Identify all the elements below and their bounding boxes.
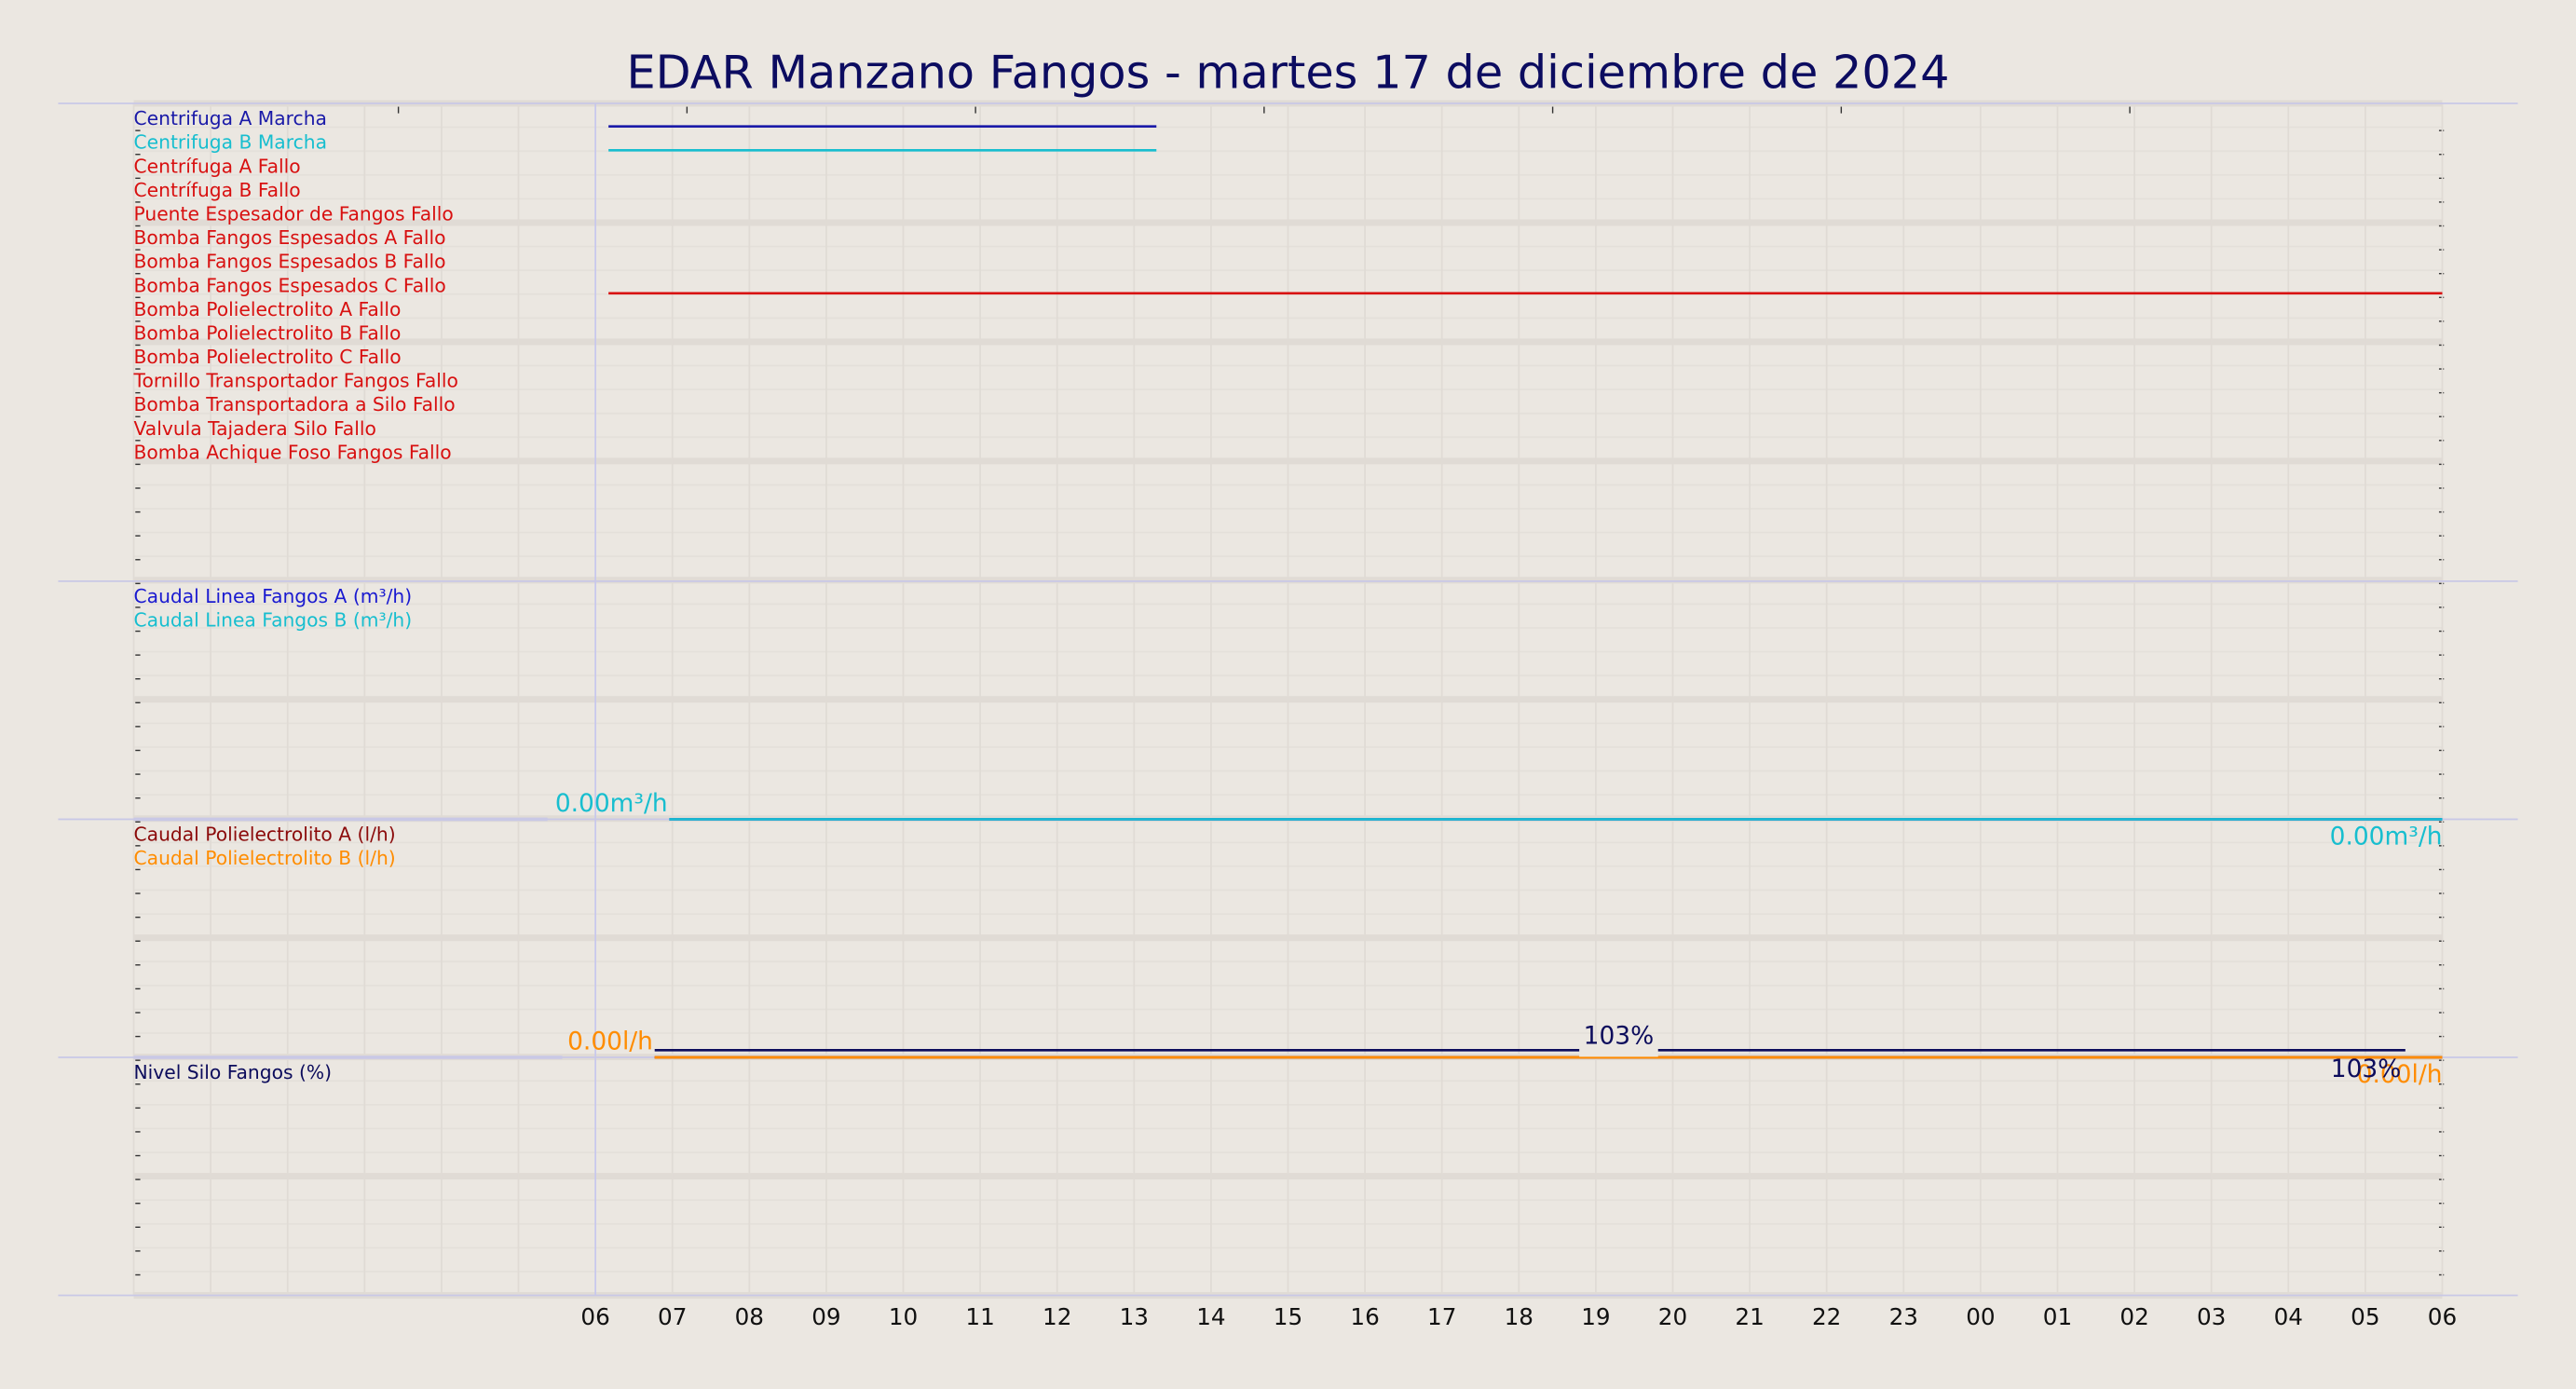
legend-entry: Valvula Tajadera Silo Fallo: [134, 417, 376, 440]
legend-entry: Bomba Fangos Espesados A Fallo: [134, 226, 446, 249]
legend-entry: Caudal Polielectrolito A (l/h): [134, 824, 396, 846]
x-tick-label: 23: [1889, 1303, 1918, 1330]
x-tick-label: 18: [1505, 1303, 1533, 1330]
x-tick-label: 15: [1274, 1303, 1302, 1330]
x-tick-label: 17: [1427, 1303, 1456, 1330]
value-label: 0.00l/h: [2357, 1060, 2443, 1089]
x-tick-label: 22: [1812, 1303, 1841, 1330]
x-tick-label: 21: [1735, 1303, 1764, 1330]
marks: [608, 125, 2443, 1059]
legend-entry: Bomba Fangos Espesados C Fallo: [134, 274, 446, 296]
chart-title: EDAR Manzano Fangos - martes 17 de dicie…: [626, 46, 1949, 100]
legend-entry: Centrifuga A Marcha: [134, 107, 327, 129]
value-label: 103%: [2331, 1055, 2402, 1083]
value-label: 0.00m³/h: [2330, 822, 2443, 851]
legend-entry: Caudal Polielectrolito B (l/h): [134, 847, 396, 869]
x-tick-label: 03: [2197, 1303, 2226, 1330]
legend-entry: Bomba Polielectrolito A Fallo: [134, 298, 402, 320]
legend-entry: Centrifuga B Marcha: [134, 131, 327, 154]
legend-entry: Centrífuga A Fallo: [134, 155, 301, 177]
x-tick-label: 02: [2119, 1303, 2148, 1330]
legend-entry: Caudal Linea Fangos B (m³/h): [134, 609, 413, 632]
x-tick-label: 12: [1043, 1303, 1071, 1330]
x-tick-label: 11: [965, 1303, 994, 1330]
grid: [58, 100, 2518, 1300]
legend-entry: Bomba Transportadora a Silo Fallo: [134, 393, 456, 415]
x-tick-label: 09: [811, 1303, 840, 1330]
x-tick-label: 08: [735, 1303, 764, 1330]
x-tick-label: 04: [2274, 1303, 2303, 1330]
x-tick-label: 00: [1966, 1303, 1995, 1330]
legend-entry: Bomba Polielectrolito C Fallo: [134, 346, 402, 368]
legend-entry: Bomba Fangos Espesados B Fallo: [134, 251, 446, 273]
x-tick-label: 10: [889, 1303, 918, 1330]
x-tick-label: 01: [2043, 1303, 2072, 1330]
legend-entry: Bomba Achique Foso Fangos Fallo: [134, 441, 452, 463]
legend-entry: Nivel Silo Fangos (%): [134, 1061, 333, 1083]
x-tick-label: 13: [1120, 1303, 1149, 1330]
x-tick-label: 20: [1658, 1303, 1687, 1330]
label-gap: [1579, 1043, 1658, 1057]
x-tick-label: 14: [1196, 1303, 1225, 1330]
legend-entry: Bomba Polielectrolito B Fallo: [134, 321, 402, 344]
x-tick-label: 06: [2428, 1303, 2457, 1330]
legend-entry: Centrífuga B Fallo: [134, 179, 301, 201]
legend-entry: Caudal Linea Fangos A (m³/h): [134, 585, 413, 607]
x-tick-label: 06: [580, 1303, 609, 1330]
legend-entry: Tornillo Transportador Fangos Fallo: [133, 370, 458, 392]
x-tick-label: 07: [658, 1303, 687, 1330]
x-tick-label: 05: [2351, 1303, 2379, 1330]
value-label: 0.00m³/h: [555, 789, 668, 818]
x-tick-label: 19: [1581, 1303, 1610, 1330]
value-label: 0.00l/h: [567, 1028, 653, 1056]
value-label: 103%: [1584, 1022, 1655, 1051]
legend-entry: Puente Espesador de Fangos Fallo: [134, 203, 454, 225]
x-tick-label: 16: [1350, 1303, 1379, 1330]
